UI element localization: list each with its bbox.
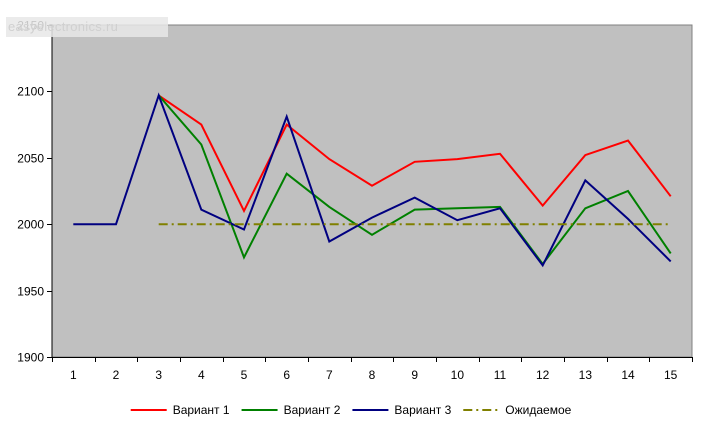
- y-axis: 190019502000205021002150: [17, 19, 53, 365]
- y-tick-label: 2050: [17, 152, 44, 166]
- x-tick-label: 3: [155, 368, 162, 382]
- plot-area: [51, 24, 693, 358]
- x-tick-label: 11: [494, 368, 507, 382]
- y-tick-label: 1950: [17, 285, 44, 299]
- legend-label: Вариант 1: [173, 403, 230, 417]
- x-tick-label: 10: [451, 368, 465, 382]
- x-tick-label: 9: [411, 368, 418, 382]
- series-4: [158, 223, 671, 226]
- y-tick-label: 2000: [17, 218, 44, 232]
- legend-label: Ожидаемое: [505, 403, 571, 417]
- series-line: [158, 94, 672, 214]
- x-tick-label: 13: [579, 368, 593, 382]
- x-tick-label: 15: [664, 368, 678, 382]
- series-layer: [73, 92, 672, 268]
- x-tick-label: 8: [369, 368, 376, 382]
- legend: Вариант 1 Вариант 2 Вариант 3 Ожидаемое: [130, 403, 572, 417]
- x-tick-label: 2: [113, 368, 120, 382]
- legend-item: Вариант 2: [241, 403, 341, 417]
- series-line: [73, 92, 672, 268]
- x-tick-label: 5: [241, 368, 248, 382]
- x-tick-label: 7: [326, 368, 333, 382]
- x-tick-label: 6: [283, 368, 290, 382]
- legend-label: Вариант 3: [394, 403, 451, 417]
- x-tick-label: 1: [70, 368, 77, 382]
- series-line: [157, 94, 672, 266]
- watermark-text: easyelectronics.ru: [6, 17, 168, 37]
- series-3: [73, 92, 672, 268]
- x-axis: 1 2 3 4 5 6 7 8 9 10 11 12 13 14 15: [52, 357, 693, 382]
- legend-item: Вариант 3: [352, 403, 452, 417]
- x-tick-label: 14: [621, 368, 635, 382]
- legend-item: Вариант 1: [130, 403, 230, 417]
- x-tick-label: 12: [536, 368, 550, 382]
- legend-label: Вариант 2: [284, 403, 341, 417]
- series-1: [158, 94, 672, 214]
- y-tick-label: 1900: [17, 351, 44, 365]
- x-tick-label: 4: [198, 368, 205, 382]
- y-tick-label: 2100: [17, 85, 44, 99]
- series-2: [157, 94, 672, 266]
- legend-item: Ожидаемое: [463, 403, 572, 417]
